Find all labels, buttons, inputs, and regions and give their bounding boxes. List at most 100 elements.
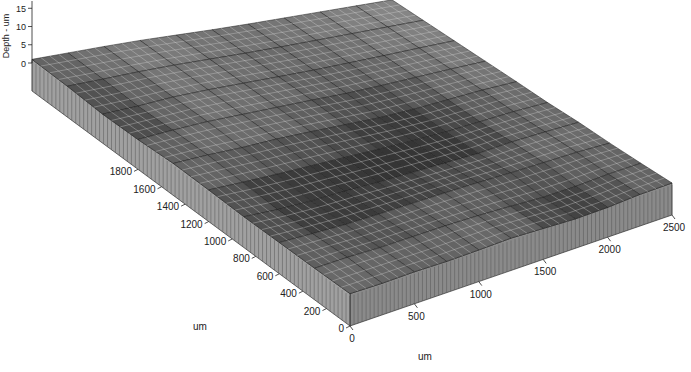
mesh-line bbox=[424, 74, 459, 83]
mesh-line bbox=[522, 107, 556, 116]
mesh-line bbox=[226, 65, 261, 71]
side-hatch bbox=[32, 61, 672, 326]
mesh-line bbox=[338, 95, 371, 119]
mesh-line bbox=[183, 65, 218, 71]
mesh-line bbox=[372, 10, 408, 16]
mesh-line bbox=[453, 189, 486, 199]
mesh-line bbox=[397, 249, 429, 260]
hatch-line bbox=[214, 196, 215, 226]
mesh-line bbox=[234, 184, 269, 211]
hatch-line bbox=[607, 207, 608, 237]
mesh-line bbox=[289, 46, 324, 53]
mesh-line bbox=[149, 41, 185, 46]
mesh-line bbox=[95, 48, 130, 74]
hatch-line bbox=[362, 292, 363, 322]
x-axis-label: um bbox=[418, 351, 432, 362]
mesh-line bbox=[147, 71, 182, 78]
mesh-line bbox=[365, 66, 400, 74]
mesh-line bbox=[560, 163, 593, 174]
hatch-line bbox=[43, 70, 44, 100]
hatch-line bbox=[234, 211, 235, 241]
mesh-line bbox=[368, 37, 403, 44]
mesh-line bbox=[528, 137, 560, 157]
mesh-line bbox=[343, 35, 375, 57]
mesh-line bbox=[379, 29, 411, 50]
mesh-line bbox=[285, 138, 319, 146]
mesh-line bbox=[395, 183, 428, 193]
hatch-line bbox=[59, 82, 60, 112]
mesh-line bbox=[356, 254, 389, 264]
hatch-line bbox=[414, 274, 415, 304]
mesh-line bbox=[360, 32, 395, 39]
mesh-line bbox=[490, 87, 524, 96]
hatch-line bbox=[438, 265, 439, 295]
hatch-line bbox=[39, 67, 40, 97]
mesh-line bbox=[357, 61, 392, 69]
mesh-line bbox=[365, 260, 397, 271]
mesh-line bbox=[633, 166, 664, 186]
mesh-line bbox=[182, 96, 217, 103]
hatch-line bbox=[486, 249, 487, 279]
mesh-line bbox=[336, 160, 370, 185]
mesh-line bbox=[264, 29, 300, 35]
mesh-line bbox=[120, 110, 155, 135]
mesh-line bbox=[113, 47, 149, 53]
mesh-line bbox=[147, 136, 182, 145]
mesh-line bbox=[370, 217, 404, 240]
mesh-line bbox=[337, 227, 372, 250]
z-tick bbox=[28, 26, 32, 27]
mesh-line bbox=[275, 20, 307, 42]
hatch-line bbox=[87, 102, 88, 132]
mesh-line bbox=[584, 179, 617, 191]
hatch-line bbox=[35, 64, 36, 94]
z-tick-label: 15 bbox=[16, 4, 26, 14]
mesh-line bbox=[428, 173, 461, 183]
y-tick-label: 400 bbox=[280, 288, 297, 299]
y-tick bbox=[134, 169, 138, 171]
hatch-line bbox=[394, 281, 395, 311]
mesh-line bbox=[585, 148, 618, 158]
mesh-line bbox=[165, 67, 199, 92]
mesh-line bbox=[236, 55, 269, 79]
hatch-line bbox=[222, 202, 223, 232]
hatch-line bbox=[314, 270, 315, 300]
hatch-line bbox=[111, 120, 112, 150]
mesh-line bbox=[225, 95, 260, 102]
mesh-line bbox=[396, 215, 429, 226]
hatch-line bbox=[655, 191, 656, 221]
mesh-line bbox=[260, 88, 295, 95]
hatch-line bbox=[71, 90, 72, 120]
hatch-line bbox=[458, 259, 459, 289]
mesh-line bbox=[372, 250, 407, 275]
hatch-line bbox=[254, 226, 255, 256]
surface bbox=[32, 0, 672, 294]
mesh-line bbox=[294, 179, 328, 188]
hatch-line bbox=[603, 209, 604, 239]
hatch-line bbox=[551, 227, 552, 257]
mesh-line bbox=[324, 39, 359, 46]
y-tick-label: 0 bbox=[338, 323, 344, 334]
mesh-line bbox=[302, 168, 336, 194]
mesh-line bbox=[375, 57, 407, 79]
hatch-line bbox=[482, 250, 483, 280]
hatch-line bbox=[647, 193, 648, 223]
x-tick bbox=[479, 282, 482, 286]
mesh-line bbox=[285, 106, 320, 113]
mesh-line bbox=[422, 105, 456, 115]
mesh-line bbox=[397, 89, 432, 98]
hatch-line bbox=[599, 210, 600, 240]
hatch-line bbox=[454, 260, 455, 290]
hatch-line bbox=[338, 287, 339, 317]
x-tick-label: 500 bbox=[408, 311, 425, 322]
hatch-line bbox=[151, 149, 152, 179]
mesh-line bbox=[320, 99, 355, 106]
mesh-line bbox=[333, 45, 368, 52]
mesh-line bbox=[428, 168, 461, 188]
mesh-line bbox=[370, 185, 404, 207]
mesh-line bbox=[568, 155, 600, 177]
mesh-line bbox=[387, 209, 420, 220]
y-tick bbox=[158, 187, 162, 189]
mesh-line bbox=[287, 76, 322, 83]
mesh-line bbox=[262, 59, 297, 65]
mesh-line bbox=[293, 145, 327, 153]
